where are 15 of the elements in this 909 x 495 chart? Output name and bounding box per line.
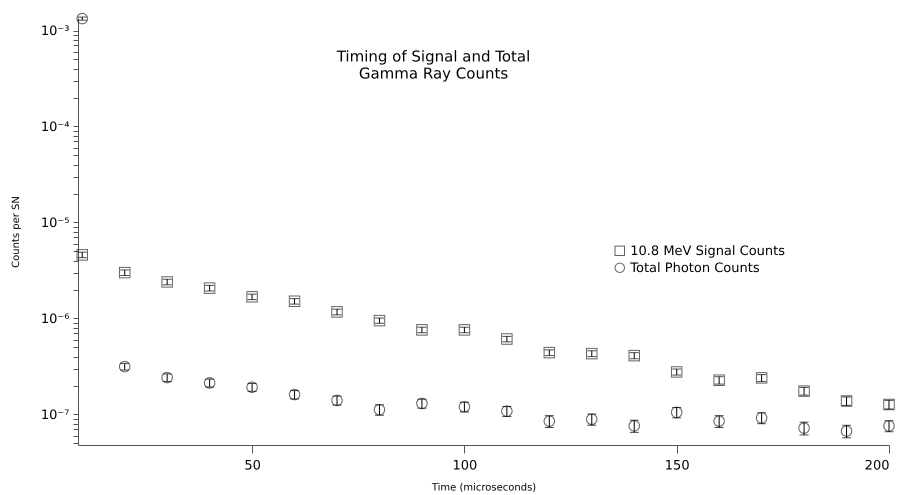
- y-tick-label: 10⁻³: [40, 24, 70, 40]
- y-tick-label: 10⁻⁶: [40, 312, 70, 327]
- y-tick-label: 10⁻⁴: [40, 120, 70, 135]
- legend-label: Total Photon Counts: [629, 260, 760, 276]
- text: Gamma Ray Counts: [358, 64, 508, 82]
- x-axis-title: Time (microseconds): [430, 482, 536, 494]
- x-tick-label: 50: [244, 458, 261, 474]
- x-tick-label: 100: [452, 458, 478, 474]
- y-tick-label: 10⁻⁷: [40, 408, 70, 423]
- y-axis-title: Counts per SN: [10, 196, 22, 268]
- legend-label: 10.8 MeV Signal Counts: [630, 244, 786, 259]
- text: Timing of Signal and Total: [336, 47, 530, 66]
- x-tick-label: 150: [664, 458, 690, 474]
- y-tick-label: 10⁻⁵: [40, 216, 70, 231]
- x-tick-label: 200: [864, 458, 890, 474]
